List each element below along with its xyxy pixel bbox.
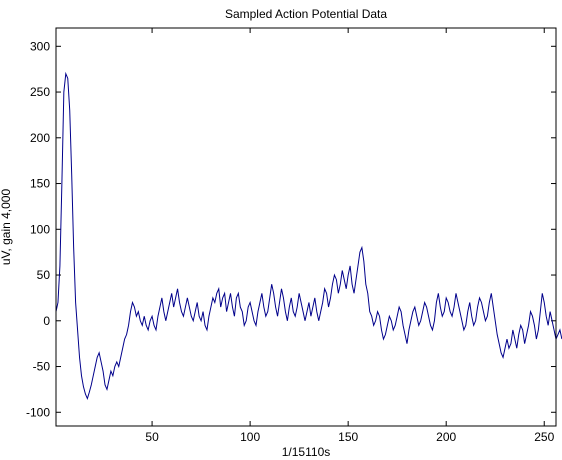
y-tick-label: 0 xyxy=(43,314,50,328)
x-tick-label: 200 xyxy=(436,430,456,444)
y-tick-label: 100 xyxy=(30,222,50,236)
chart-title: Sampled Action Potential Data xyxy=(225,7,387,21)
y-tick-label: 50 xyxy=(37,268,51,282)
y-tick-label: 300 xyxy=(30,39,50,53)
plot-background xyxy=(56,28,556,426)
axes-box xyxy=(55,27,557,427)
y-tick-label: 150 xyxy=(30,177,50,191)
y-tick-label: -100 xyxy=(26,405,50,419)
x-tick-label: 150 xyxy=(338,430,358,444)
series-line xyxy=(55,71,562,401)
y-tick-label: -50 xyxy=(33,360,51,374)
x-tick-label: 50 xyxy=(145,430,159,444)
y-tick-label: 250 xyxy=(30,85,50,99)
x-axis-label: 1/15110s xyxy=(282,445,331,459)
y-axis-label: uV, gain 4,000 xyxy=(0,189,13,266)
x-tick-label: 250 xyxy=(534,430,554,444)
x-tick-label: 100 xyxy=(240,430,260,444)
y-tick-label: 200 xyxy=(30,131,50,145)
